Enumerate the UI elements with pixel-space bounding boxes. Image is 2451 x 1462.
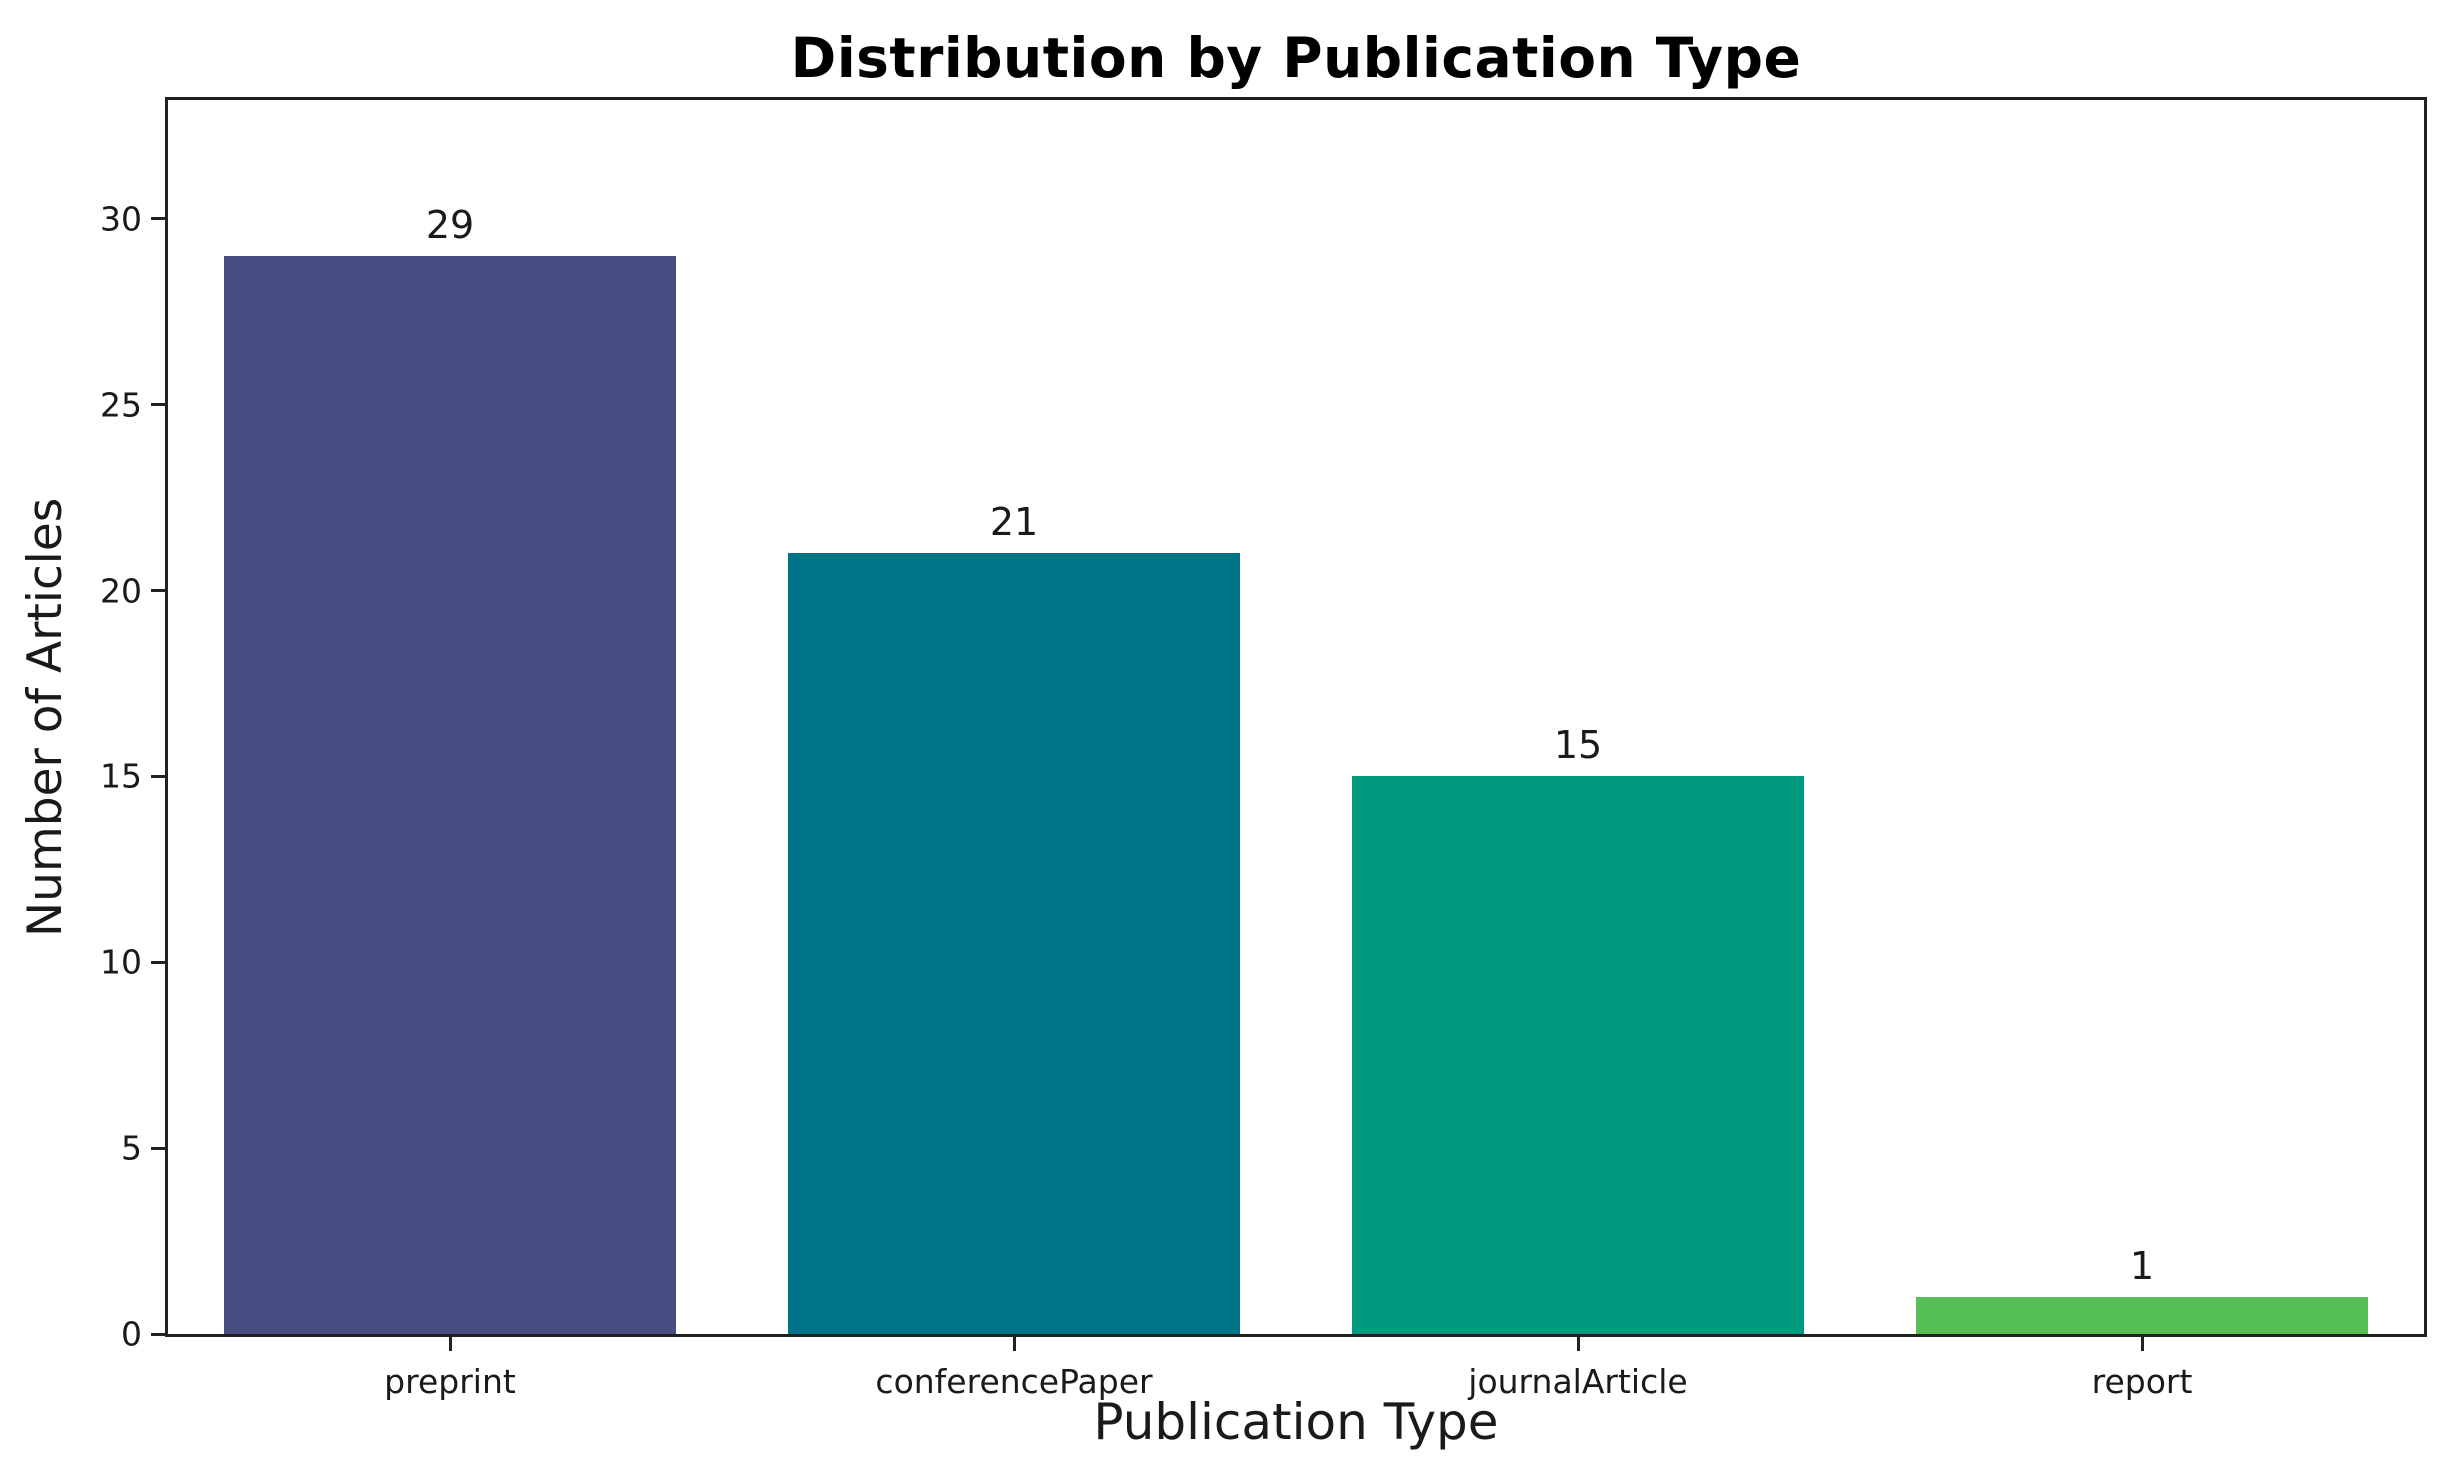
x-tick-label: preprint — [384, 1362, 516, 1401]
y-tick-mark — [151, 1146, 165, 1150]
bar-preprint — [224, 256, 676, 1334]
bar-report — [1916, 1296, 2368, 1334]
y-tick-label: 30 — [100, 199, 142, 239]
y-tick-mark — [151, 960, 165, 964]
y-tick-mark — [151, 217, 165, 221]
x-tick-label: journalArticle — [1468, 1362, 1688, 1401]
x-tick-label: conferencePaper — [875, 1362, 1153, 1401]
x-tick-mark — [448, 1337, 452, 1351]
bar-value-label: 15 — [1553, 723, 1603, 768]
x-tick-label: report — [2091, 1362, 2193, 1401]
chart-title: Distribution by Publication Type — [790, 26, 1802, 90]
bar-value-label: 29 — [425, 203, 475, 248]
bar-value-label: 1 — [2129, 1243, 2155, 1288]
y-tick-label: 15 — [100, 756, 142, 796]
y-tick-label: 0 — [121, 1314, 142, 1354]
y-tick-label: 25 — [100, 385, 142, 425]
y-tick-label: 5 — [121, 1128, 142, 1168]
x-tick-mark — [2140, 1337, 2144, 1351]
plot-area: 0 5 10 15 20 25 30 29 preprint 21 conferencePaper 1… — [100, 97, 2427, 1401]
y-tick-label: 20 — [100, 571, 142, 611]
x-axis-title: Publication Type — [1093, 1393, 1499, 1451]
y-tick-mark — [151, 1332, 165, 1336]
y-axis-title: Number of Articles — [18, 497, 73, 937]
y-tick-label: 10 — [100, 942, 142, 982]
bar-journalArticle — [1352, 776, 1804, 1334]
y-tick-mark — [151, 589, 165, 593]
y-tick-mark — [151, 774, 165, 778]
x-tick-mark — [1012, 1337, 1016, 1351]
y-tick-mark — [151, 403, 165, 407]
x-tick-mark — [1576, 1337, 1580, 1351]
bar-conferencePaper — [788, 553, 1240, 1334]
bar-value-label: 21 — [989, 500, 1039, 545]
